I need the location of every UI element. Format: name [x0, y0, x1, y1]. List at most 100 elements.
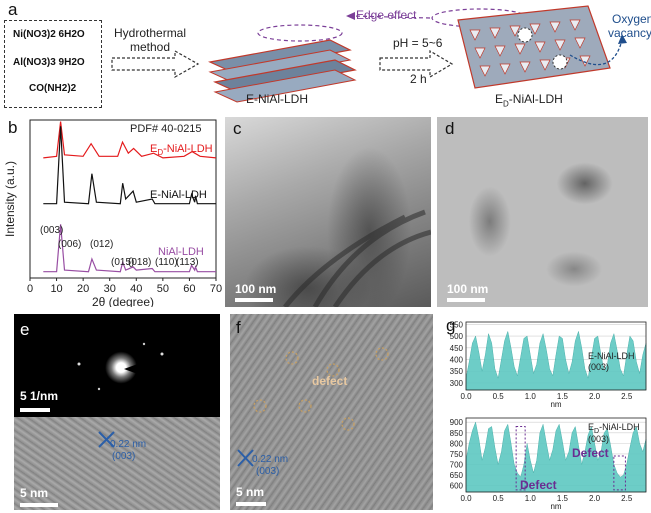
- profile-ytick-label: 500: [450, 332, 464, 341]
- xrd-series-line-1: [43, 126, 216, 205]
- panel-d-scale-text: 100 nm: [447, 282, 489, 296]
- panel-f-defect-label: defect: [312, 374, 348, 388]
- xrd-xtick-label: 30: [104, 283, 116, 295]
- profile-ytick-label: 900: [450, 418, 464, 427]
- edge-ellipse: [257, 24, 343, 42]
- panel-d-scalebar: [447, 298, 485, 302]
- profile-ytick-label: 650: [450, 471, 464, 480]
- profile-xtick-label: 0.0: [460, 392, 472, 401]
- xrd-peak-label: (110): [155, 257, 178, 268]
- profile-xtick-label: 2.5: [621, 494, 633, 503]
- xrd-xtick-label: 60: [183, 283, 195, 295]
- profile-ytick-label: 700: [450, 461, 464, 470]
- xrd-series-label-0: ED-NiAl-LDH: [150, 143, 213, 157]
- defect-box-2: [613, 455, 626, 491]
- panel-e-scale-bottom-text: 5 nm: [20, 486, 49, 500]
- profile-xtick-label: 1.5: [557, 392, 569, 401]
- defect-label-2: Defect: [572, 446, 609, 460]
- xrd-series-line-2: [43, 224, 216, 273]
- panel-f-scalebar: [236, 502, 266, 506]
- xrd-xtick-label: 10: [50, 283, 62, 295]
- xrd-xlabel: 2θ (degree): [92, 295, 154, 307]
- xrd-peak-label: (006): [58, 239, 81, 250]
- profile-xlabel: nm: [550, 400, 561, 409]
- defect-box-1: [515, 425, 526, 491]
- edge-effect-label: Edge effect: [356, 8, 417, 22]
- xrd-chart: 0 10 20 30 40 50 60 70 2θ (degree) Intensity (a.u…: [3, 119, 222, 307]
- reactants-box: Ni(NO3)2 6H2O Al(NO3)3 9H2O CO(NH2)2: [4, 20, 102, 108]
- defect-label-1: Defect: [520, 478, 557, 492]
- product1-label: E-NiAl-LDH: [246, 92, 309, 106]
- profile-xtick-label: 1.0: [525, 494, 537, 503]
- profile-ytick-label: 300: [450, 379, 464, 388]
- ed-ldh-sheet-icon: [457, 5, 611, 89]
- profile-ytick-label: 850: [450, 429, 464, 438]
- profile-bottom-title-1: ED-NiAl-LDH: [588, 422, 640, 435]
- reactant-3: CO(NH2)2: [29, 83, 77, 94]
- reactant-2: Al(NO3)3 9H2O: [13, 57, 85, 68]
- panel-e-lattice-2: (003): [112, 451, 136, 462]
- ldh-layers-icon: [208, 39, 357, 103]
- panel-f-scale-text: 5 nm: [236, 485, 265, 499]
- profile-xtick-label: 1.5: [557, 494, 569, 503]
- panel-e-scale-top-text: 5 1/nm: [20, 389, 59, 403]
- step2-top-text: pH = 5~6: [393, 36, 443, 50]
- profile-xtick-label: 2.5: [621, 392, 633, 401]
- profile-frame: [465, 321, 647, 391]
- reactant-1: Ni(NO3)2 6H2O: [13, 29, 85, 40]
- xrd-xtick-label: 70: [210, 283, 222, 295]
- panel-e-scalebar-bottom: [20, 503, 58, 507]
- profile-ytick-label: 350: [450, 367, 464, 376]
- panel-b-label: b: [8, 118, 18, 137]
- panel-c-scalebar: [235, 298, 273, 302]
- profile-top-title-1: E-NiAl-LDH: [588, 351, 635, 361]
- panel-a-graphics: [111, 5, 627, 103]
- profile-ytick-label: 800: [450, 439, 464, 448]
- panel-c-tem-image: c 100 nm: [225, 117, 431, 307]
- profile-xlabel: nm: [550, 502, 561, 511]
- xrd-peak-label: (012): [90, 239, 113, 250]
- panel-e-label: e: [20, 320, 30, 339]
- profile-top-title-2: (003): [588, 362, 610, 372]
- profile-ytick-label: 450: [450, 344, 464, 353]
- xrd-peak-label: (018): [128, 257, 151, 268]
- step1-text-2: method: [130, 40, 171, 54]
- product2-label: ED-NiAl-LDH: [495, 92, 563, 109]
- xrd-pdf-label: PDF# 40-0215: [130, 123, 202, 135]
- profile-area: [465, 421, 647, 493]
- panel-e-hrtem-image: 0.22 nm (003) 5 nm: [14, 417, 220, 510]
- panel-d-label: d: [445, 119, 455, 138]
- profile-xtick-label: 0.5: [493, 494, 505, 503]
- xrd-xtick-label: 20: [77, 283, 89, 295]
- arrow-step2: [379, 49, 454, 79]
- xrd-ylabel: Intensity (a.u.): [3, 161, 17, 237]
- panel-a-label: a: [8, 0, 18, 19]
- panel-f-label: f: [236, 318, 241, 337]
- panel-f-hrtem-image: f defect 0.22 nm (003) 5 nm: [230, 314, 433, 510]
- oxygen-label-1: Oxygen: [612, 12, 651, 26]
- panel-e-scalebar-top: [20, 408, 50, 412]
- profile-frame: [465, 417, 647, 493]
- xrd-peak-label: (015): [111, 257, 134, 268]
- panel-f-lattice-2: (003): [256, 466, 280, 477]
- xrd-peak-label: (113): [176, 257, 199, 268]
- xrd-peak-label: (003): [40, 225, 63, 236]
- xrd-xtick-label: 0: [27, 283, 33, 295]
- profile-ytick-label: 750: [450, 450, 464, 459]
- profile-ytick-label: 600: [450, 482, 464, 491]
- profile-chart-top: 300 350 400 450 500 550 0.0 0.5 1.0 1.5 2.0 2.5 nm: [450, 320, 647, 409]
- xrd-series-line-0: [43, 121, 217, 159]
- panel-g-label: g: [446, 316, 456, 335]
- xrd-xtick-label: 40: [130, 283, 142, 295]
- panel-e-saed-image: e 5 1/nm: [14, 314, 220, 417]
- xrd-series-label-1: E-NiAl-LDH: [150, 189, 207, 201]
- profile-bottom-title-2: (003): [588, 434, 610, 444]
- step1-text-1: Hydrothermal: [114, 26, 187, 40]
- profile-xtick-label: 2.0: [589, 392, 601, 401]
- panel-e-lattice-1: 0.22 nm: [110, 439, 147, 450]
- profile-xtick-label: 1.0: [525, 392, 537, 401]
- xrd-plot-frame: [29, 119, 217, 279]
- xrd-xtick-label: 50: [157, 283, 169, 295]
- panel-d-tem-image: d 100 nm: [437, 117, 648, 307]
